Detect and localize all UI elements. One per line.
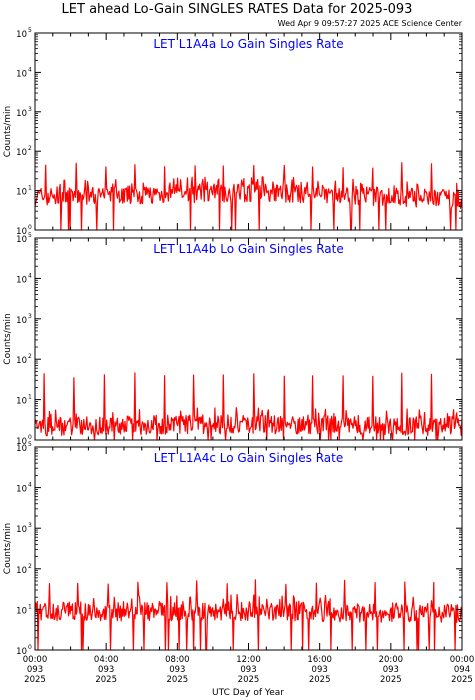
y-tick-exponent: 5 bbox=[28, 232, 32, 239]
y-tick-exponent: 4 bbox=[28, 482, 32, 489]
x-tick-label: 2025 bbox=[309, 675, 331, 685]
y-tick-label: 10 bbox=[16, 356, 27, 366]
x-tick-label: 093 bbox=[312, 665, 328, 675]
y-tick-label: 10 bbox=[16, 397, 27, 407]
y-tick-exponent: 0 bbox=[28, 224, 32, 231]
x-tick-label: 2025 bbox=[238, 675, 260, 685]
x-tick-label: 20:00 bbox=[379, 655, 404, 665]
y-tick-exponent: 3 bbox=[28, 106, 32, 113]
y-tick-label: 10 bbox=[16, 566, 27, 576]
y-tick-label: 10 bbox=[16, 444, 27, 454]
y-tick-exponent: 2 bbox=[28, 145, 32, 152]
y-tick-exponent: 0 bbox=[28, 434, 32, 441]
y-tick-exponent: 1 bbox=[28, 185, 32, 192]
main-title: LET ahead Lo-Gain SINGLES RATES Data for… bbox=[62, 2, 413, 17]
x-axis-label: UTC Day of Year bbox=[212, 688, 284, 698]
y-tick-label: 10 bbox=[16, 227, 27, 237]
x-tick-label: 00:00 bbox=[23, 655, 48, 665]
x-tick-label: 093 bbox=[383, 665, 399, 675]
x-tick-label: 16:00 bbox=[307, 655, 332, 665]
x-tick-label: 2025 bbox=[24, 675, 46, 685]
y-tick-label: 10 bbox=[16, 647, 27, 657]
panel-title: LET L1A4a Lo Gain Singles Rate bbox=[153, 37, 343, 51]
y-tick-exponent: 2 bbox=[28, 353, 32, 360]
y-tick-label: 10 bbox=[16, 437, 27, 447]
y-tick-label: 10 bbox=[16, 525, 27, 535]
x-tick-label: 08:00 bbox=[165, 655, 190, 665]
y-tick-exponent: 4 bbox=[28, 66, 32, 73]
y-axis-label: Counts/min bbox=[3, 313, 13, 364]
y-tick-label: 10 bbox=[16, 606, 27, 616]
x-tick-label: 12:00 bbox=[236, 655, 261, 665]
y-tick-exponent: 2 bbox=[28, 563, 32, 570]
y-tick-exponent: 3 bbox=[28, 313, 32, 320]
y-tick-label: 10 bbox=[16, 109, 27, 119]
y-tick-label: 10 bbox=[16, 485, 27, 495]
y-tick-exponent: 4 bbox=[28, 272, 32, 279]
x-tick-label: 2025 bbox=[451, 675, 473, 685]
y-tick-label: 10 bbox=[16, 316, 27, 326]
y-tick-label: 10 bbox=[16, 188, 27, 198]
x-tick-label: 094 bbox=[454, 665, 470, 675]
series-line bbox=[34, 579, 463, 651]
x-tick-label: 093 bbox=[98, 665, 114, 675]
y-tick-exponent: 1 bbox=[28, 394, 32, 401]
x-tick-labels: 00:00093202504:00093202508:00093202512:0… bbox=[23, 655, 475, 685]
series-line bbox=[34, 372, 463, 441]
y-axis-label: Counts/min bbox=[3, 106, 13, 157]
y-tick-exponent: 1 bbox=[28, 603, 32, 610]
y-tick-exponent: 5 bbox=[28, 27, 32, 34]
y-tick-exponent: 5 bbox=[28, 441, 32, 448]
x-tick-label: 093 bbox=[169, 665, 185, 675]
y-tick-label: 10 bbox=[16, 69, 27, 79]
generation-timestamp: Wed Apr 9 09:57:27 2025 ACE Science Cent… bbox=[278, 19, 463, 28]
y-tick-label: 10 bbox=[16, 148, 27, 158]
x-tick-label: 093 bbox=[27, 665, 43, 675]
x-tick-label: 2025 bbox=[95, 675, 117, 685]
x-tick-label: 04:00 bbox=[94, 655, 119, 665]
x-tick-label: 2025 bbox=[380, 675, 402, 685]
series-line bbox=[34, 162, 463, 231]
x-tick-label: 2025 bbox=[167, 675, 189, 685]
panel-title: LET L1A4c Lo Gain Singles Rate bbox=[154, 451, 344, 465]
x-tick-label: 093 bbox=[240, 665, 256, 675]
x-tick-label: 00:00 bbox=[450, 655, 475, 665]
y-tick-exponent: 0 bbox=[28, 644, 32, 651]
y-tick-label: 10 bbox=[16, 235, 27, 245]
y-tick-label: 10 bbox=[16, 30, 27, 40]
y-tick-exponent: 3 bbox=[28, 522, 32, 529]
y-axis-label: Counts/min bbox=[3, 523, 13, 574]
panel-title: LET L1A4b Lo Gain Singles Rate bbox=[153, 242, 344, 256]
y-tick-label: 10 bbox=[16, 275, 27, 285]
